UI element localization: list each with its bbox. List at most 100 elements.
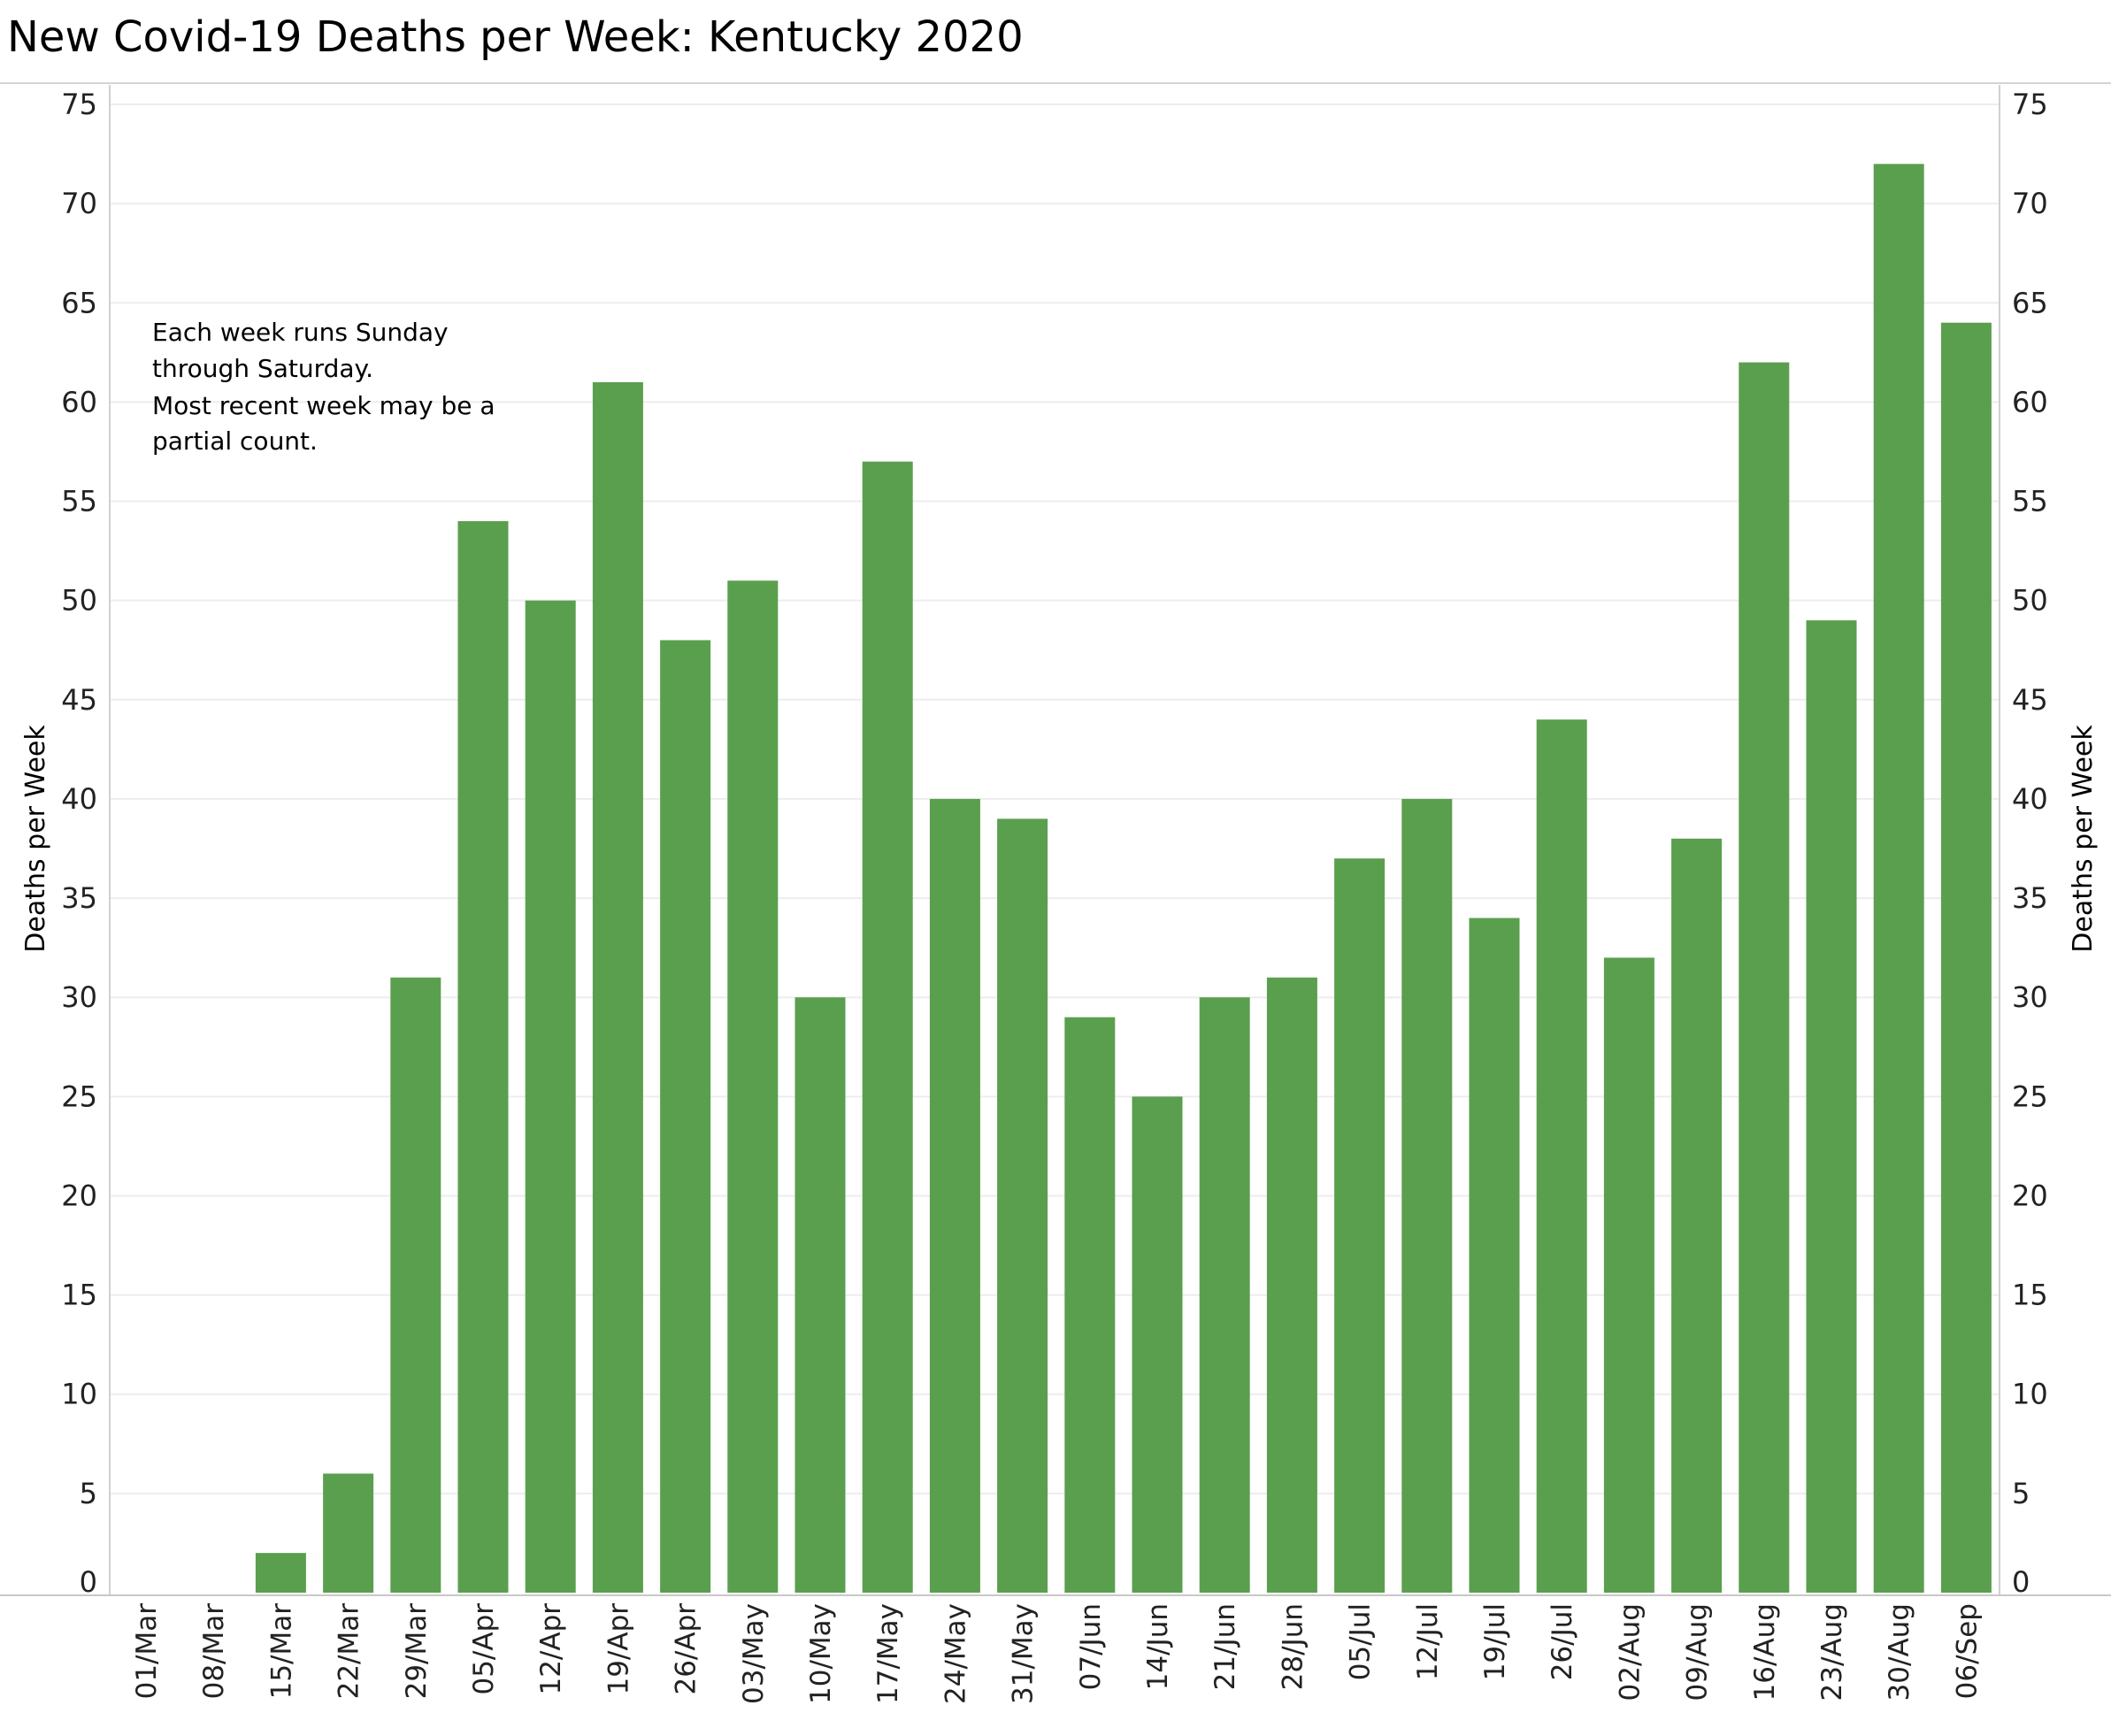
x-tick-label: 23/Aug [1816, 1603, 1848, 1701]
x-tick-label: 02/Aug [1614, 1603, 1646, 1701]
bar [1603, 957, 1654, 1593]
y-axis-right-ticks: 0 5 10 15 20 25 30 35 40 45 50 55 60 65 70 75 [2012, 88, 2048, 1599]
x-tick-label: 31/May [1008, 1603, 1040, 1704]
bar [1266, 977, 1317, 1593]
x-axis-ticks: 01/Mar 08/Mar 15/Mar 22/Mar 29/Mar 05/Apr 12/A… [131, 1603, 1983, 1704]
bar [1739, 362, 1790, 1594]
y-tick-label-left: 60 [61, 385, 97, 419]
x-tick-label: 26/Apr [671, 1603, 702, 1695]
x-tick-label: 06/Sep [1951, 1603, 1983, 1699]
x-tick-label: 08/Mar [198, 1603, 230, 1700]
bar [323, 1473, 374, 1593]
y-tick-label-left: 5 [80, 1477, 97, 1510]
y-tick-label-left: 20 [61, 1179, 97, 1212]
y-tick-label-right: 20 [2012, 1179, 2048, 1212]
bar [929, 798, 980, 1593]
x-tick-label: 28/Jun [1277, 1603, 1309, 1690]
x-tick-label: 05/Jul [1345, 1603, 1377, 1680]
bars [255, 164, 1992, 1594]
x-tick-label: 03/May [738, 1603, 770, 1704]
x-tick-label: 19/Apr [603, 1603, 634, 1695]
y-tick-label-left: 45 [61, 683, 97, 717]
x-tick-label: 24/May [940, 1603, 971, 1704]
y-tick-label-right: 45 [2012, 683, 2048, 717]
annotation-line: Each week runs Sunday [152, 318, 449, 347]
x-tick-label: 05/Apr [468, 1603, 500, 1695]
y-tick-label-right: 50 [2012, 584, 2048, 618]
y-tick-label-left: 0 [80, 1565, 97, 1599]
x-tick-label: 10/May [805, 1603, 837, 1704]
y-tick-label-right: 55 [2012, 485, 2048, 518]
x-tick-label: 14/Jun [1142, 1603, 1174, 1690]
y-tick-label-left: 50 [61, 584, 97, 618]
y-tick-label-left: 10 [61, 1378, 97, 1411]
chart-title: New Covid-19 Deaths per Week: Kentucky 2… [7, 12, 1024, 62]
bar [592, 381, 643, 1593]
bar [390, 977, 441, 1593]
x-tick-label: 09/Aug [1682, 1603, 1714, 1701]
x-tick-label: 12/Apr [535, 1603, 567, 1695]
y-tick-label-right: 5 [2012, 1477, 2030, 1510]
y-tick-label-left: 70 [61, 187, 97, 220]
y-tick-label-right: 0 [2012, 1565, 2030, 1599]
x-tick-label: 07/Jun [1075, 1603, 1107, 1690]
y-tick-label-right: 70 [2012, 187, 2048, 220]
x-tick-label: 15/Mar [265, 1603, 297, 1700]
x-tick-label: 21/Jun [1209, 1603, 1241, 1690]
y-tick-label-left: 40 [61, 782, 97, 816]
x-tick-label: 17/May [872, 1603, 904, 1704]
x-tick-label: 16/Aug [1749, 1603, 1781, 1701]
x-tick-label: 22/Mar [334, 1603, 365, 1700]
bar [1469, 918, 1520, 1593]
x-tick-label: 26/Jul [1547, 1603, 1578, 1680]
bar [1536, 719, 1587, 1593]
x-tick-label: 30/Aug [1884, 1603, 1915, 1701]
y-tick-label-left: 30 [61, 980, 97, 1014]
y-axis-left-ticks: 0 5 10 15 20 25 30 35 40 45 50 55 60 65 70 75 [61, 88, 97, 1599]
y-tick-label-left: 75 [61, 88, 97, 121]
bar [1940, 322, 1992, 1593]
bar [1401, 798, 1453, 1593]
y-tick-label-right: 35 [2012, 881, 2048, 915]
x-tick-label: 01/Mar [131, 1603, 163, 1700]
x-tick-label: 12/Jul [1412, 1603, 1444, 1680]
y-axis-title-left: Deaths per Week [20, 725, 51, 953]
y-tick-label-left: 65 [61, 286, 97, 319]
bar [457, 520, 509, 1594]
y-tick-label-right: 15 [2012, 1279, 2048, 1312]
bar [1671, 838, 1723, 1593]
y-tick-label-left: 25 [61, 1079, 97, 1113]
bar [795, 997, 846, 1593]
bar [525, 600, 576, 1593]
y-tick-label-left: 15 [61, 1279, 97, 1312]
y-tick-label-right: 65 [2012, 286, 2048, 319]
bar [862, 461, 913, 1594]
y-tick-label-right: 40 [2012, 782, 2048, 816]
annotation-line: through Saturday. [152, 354, 373, 383]
bar [1064, 1017, 1116, 1593]
y-tick-label-right: 30 [2012, 980, 2048, 1014]
bar [1334, 858, 1386, 1593]
y-tick-label-right: 25 [2012, 1079, 2048, 1113]
annotation-line: partial count. [152, 426, 318, 456]
bar [997, 818, 1048, 1593]
bar [1806, 620, 1857, 1594]
bar [1873, 164, 1924, 1593]
y-tick-label-left: 35 [61, 881, 97, 915]
chart-annotation: Each week runs Sunday through Saturday. Mo… [152, 318, 495, 456]
y-tick-label-right: 75 [2012, 88, 2048, 121]
y-tick-label-right: 10 [2012, 1378, 2048, 1411]
y-tick-label-right: 60 [2012, 385, 2048, 419]
y-tick-label-left: 55 [61, 485, 97, 518]
bar [255, 1553, 306, 1593]
bar [727, 580, 779, 1593]
x-tick-label: 29/Mar [401, 1603, 433, 1700]
y-axis-title-right: Deaths per Week [2068, 725, 2099, 953]
annotation-line: Most recent week may be a [152, 391, 495, 420]
bar [1132, 1096, 1183, 1593]
title-divider [0, 82, 2111, 84]
bar [660, 640, 711, 1593]
bar [1199, 997, 1250, 1593]
x-tick-label: 19/Jul [1479, 1603, 1511, 1680]
